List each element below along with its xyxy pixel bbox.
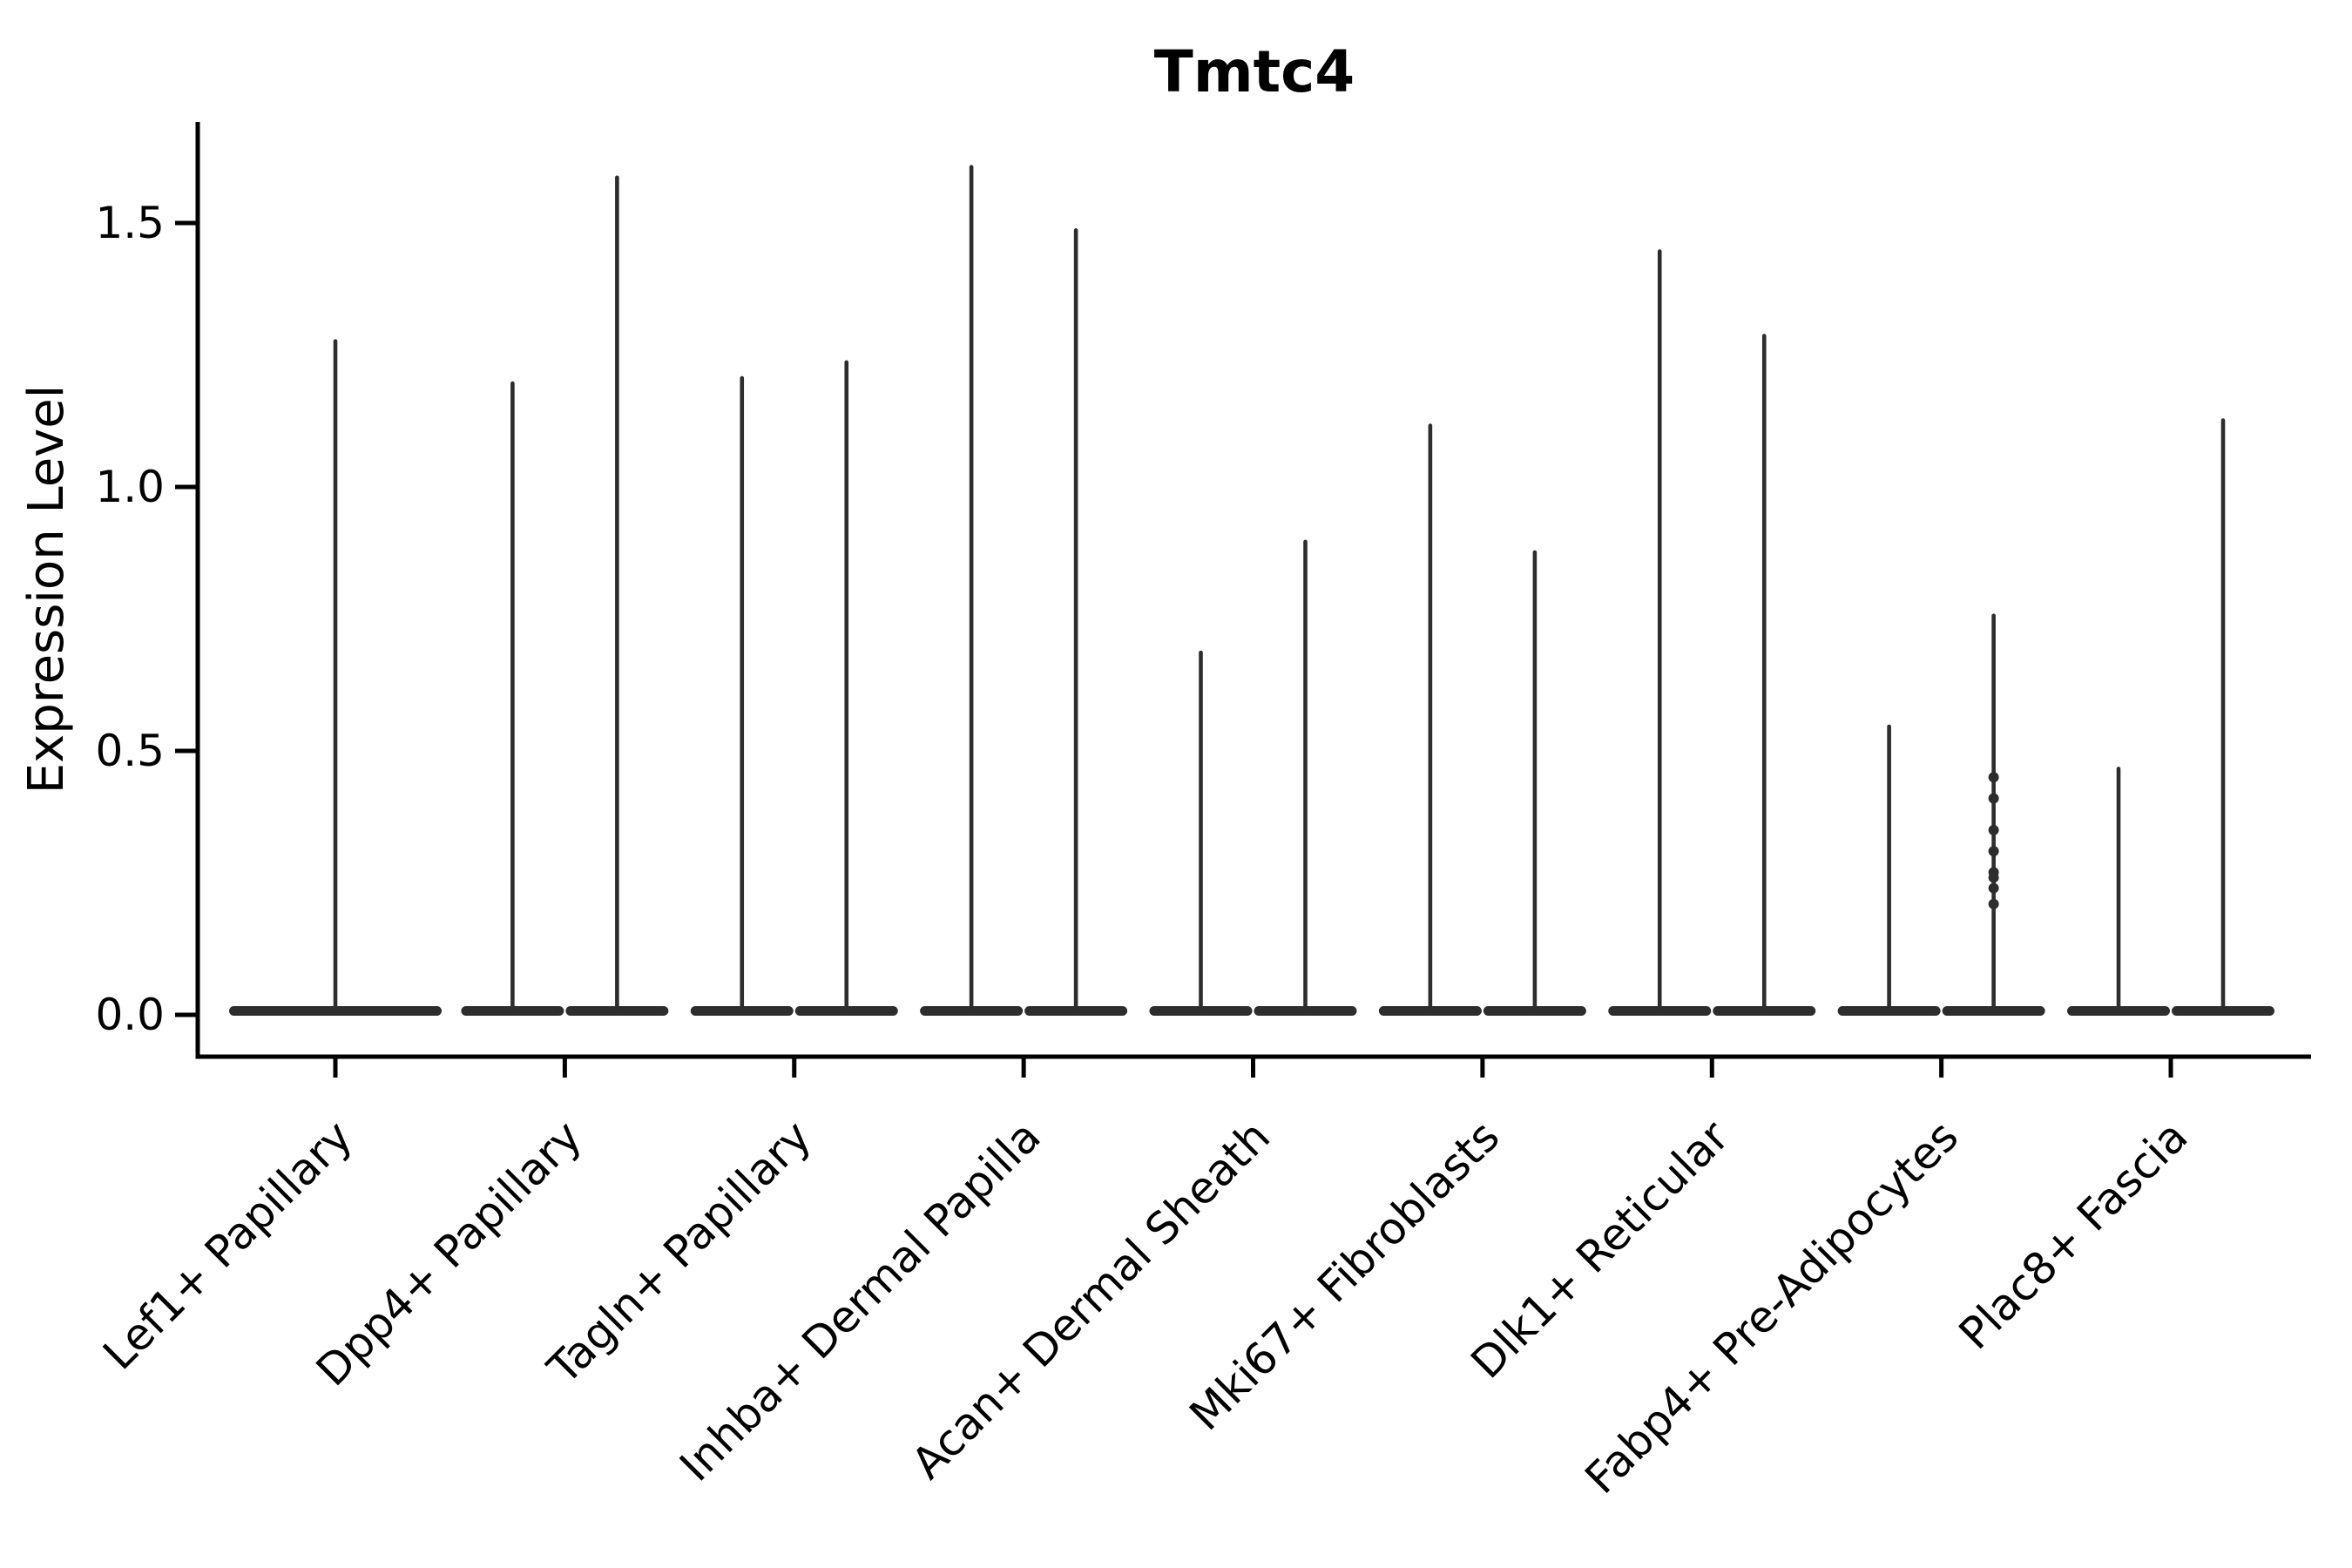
y-tick-label: 0.0 <box>95 990 165 1040</box>
violin <box>1149 650 1253 1016</box>
violin-spike <box>740 375 745 1011</box>
violin <box>229 339 442 1016</box>
jitter-dot <box>1988 898 1999 909</box>
jitter-dot <box>1988 793 1999 804</box>
y-axis-label: Expression Level <box>18 385 75 794</box>
violin <box>461 381 564 1016</box>
violin-spike <box>969 165 974 1012</box>
violin <box>1942 613 2045 1016</box>
violin <box>2172 418 2274 1016</box>
violin <box>1713 334 1816 1016</box>
chart-title: Tmtc4 <box>1154 38 1355 105</box>
violin-spike <box>1657 249 1662 1011</box>
violin-spike <box>1532 550 1538 1011</box>
violin-spike <box>615 175 619 1011</box>
x-tick-label: Fabp4+ Pre-Adipocytes <box>1576 1111 1969 1504</box>
violin <box>794 360 898 1016</box>
violin-spike <box>1073 228 1078 1011</box>
violin-spike <box>1991 613 1996 1011</box>
violin <box>565 175 669 1016</box>
violin-spike <box>333 339 338 1011</box>
violin <box>1024 228 1128 1016</box>
violin <box>1254 539 1357 1016</box>
violin-spike <box>1303 539 1308 1011</box>
violin <box>1837 724 1941 1016</box>
violin-spike <box>1887 724 1891 1011</box>
jitter-dot <box>1988 872 1999 883</box>
violin <box>1608 249 1712 1016</box>
violin-spike <box>1761 334 1767 1011</box>
violin <box>690 375 794 1016</box>
violin-spike <box>2220 418 2226 1012</box>
jitter-dot-group <box>1988 772 1999 909</box>
y-tick-label: 0.5 <box>95 726 165 776</box>
jitter-dot <box>1988 846 1999 857</box>
violin <box>1378 423 1482 1016</box>
violin-spike <box>510 381 515 1011</box>
y-tick-label: 1.0 <box>95 462 165 512</box>
violin-spike <box>1428 423 1433 1011</box>
jitter-dot <box>1988 882 1999 894</box>
jitter-dot <box>1988 772 1999 783</box>
violin-spike <box>2116 767 2121 1011</box>
x-tick-label: Lef1+ Papillary <box>93 1111 362 1379</box>
violin <box>2067 767 2170 1016</box>
y-tick-label: 1.5 <box>95 198 165 248</box>
violin-spike <box>1199 650 1203 1011</box>
x-tick-label: Plac8+ Fascia <box>1950 1111 2198 1359</box>
jitter-dot <box>1988 824 1999 835</box>
violin-spike <box>844 360 849 1011</box>
violin <box>1483 550 1586 1016</box>
violin <box>920 165 1024 1016</box>
